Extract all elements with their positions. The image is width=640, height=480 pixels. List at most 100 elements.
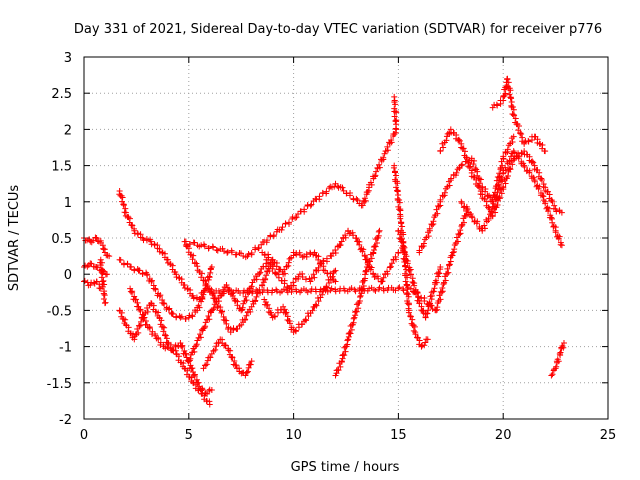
data-point [148,277,155,284]
data-point [356,285,363,292]
data-point [136,267,143,274]
data-point [144,272,151,279]
data-point [343,190,350,197]
data-point [340,187,347,194]
data-point [530,159,537,166]
data-point [184,285,191,292]
data-point [361,198,368,205]
data-point [429,222,436,229]
data-point [100,296,107,303]
data-point [426,225,433,232]
data-point [502,180,509,187]
data-point [392,101,399,108]
data-point [170,347,177,354]
data-point [206,273,213,280]
data-point [159,249,166,256]
data-point [134,325,141,332]
data-point [542,200,549,207]
x-tick-label: 0 [80,428,88,443]
data-point [225,347,232,354]
data-point [422,339,429,346]
data-point [559,343,566,350]
data-point [445,269,452,276]
data-point [374,240,381,247]
data-point [182,351,189,358]
data-point [429,305,436,312]
data-point [285,259,292,266]
data-point [148,278,155,285]
data-point [412,331,419,338]
data-point [437,196,444,203]
data-point [187,355,194,362]
data-point [462,148,469,155]
data-point [407,271,414,278]
data-point [326,279,333,286]
data-point [449,249,456,256]
data-point [406,267,413,274]
data-point [416,300,423,307]
series-track-d [97,256,109,307]
data-point [193,341,200,348]
data-point [106,253,113,260]
data-point [224,248,231,255]
data-point [396,199,403,206]
data-point [198,274,205,281]
data-point [448,252,455,259]
data-point [552,229,559,236]
data-point [208,387,215,394]
data-point [544,188,551,195]
series-scatter-outliers [181,93,471,314]
data-point [494,102,501,109]
data-point [493,193,500,200]
data-point [332,246,339,253]
data-point [363,191,370,198]
data-point [312,301,319,308]
series-track-q [390,162,431,350]
data-point [205,245,212,252]
series-track-l [259,249,339,285]
data-point [381,150,388,157]
data-point [359,248,366,255]
data-point [371,243,378,250]
x-tick-label: 25 [600,428,617,443]
x-tick-label: 20 [495,428,512,443]
data-point [437,263,444,270]
data-point [397,215,404,222]
data-point [364,260,371,267]
data-point [428,302,435,309]
data-point [391,113,398,120]
data-point [122,316,129,323]
data-point [396,284,403,291]
data-point [404,260,411,267]
data-point [252,297,259,304]
data-point [198,298,205,305]
data-point [384,270,391,277]
data-point [502,164,509,171]
data-point [97,256,104,263]
data-point [243,297,250,304]
data-point [491,203,498,210]
data-point [102,299,109,306]
data-point [505,79,512,86]
data-point [506,165,513,172]
series-track-a [81,234,113,260]
data-point [332,278,339,285]
data-point [280,286,287,293]
data-point [104,271,111,278]
data-point [181,238,188,245]
data-point [470,174,477,181]
data-point [430,218,437,225]
data-point [507,87,514,94]
data-point [342,232,349,239]
data-point [234,302,241,309]
data-point [430,288,437,295]
data-point [199,295,206,302]
data-point [510,133,517,140]
data-point [206,289,213,296]
data-point [487,211,493,218]
data-point [218,309,225,316]
data-point [390,132,397,139]
data-point [535,185,542,192]
data-point [509,139,516,146]
data-point [529,158,536,165]
